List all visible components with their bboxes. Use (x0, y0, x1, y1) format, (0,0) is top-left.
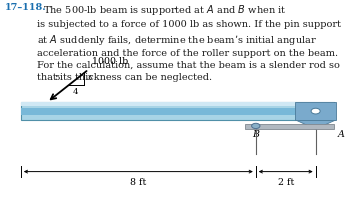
Circle shape (311, 108, 320, 114)
Text: A: A (338, 130, 345, 139)
Bar (295, 102, 336, 120)
Polygon shape (295, 120, 336, 129)
Circle shape (252, 123, 260, 128)
Text: 4: 4 (73, 88, 78, 96)
Text: The 500-lb beam is supported at $A$ and $B$ when it
is subjected to a force of 1: The 500-lb beam is supported at $A$ and … (37, 3, 341, 82)
Bar (245, 124, 334, 129)
Text: 3: 3 (86, 74, 92, 82)
Bar (21, 108, 334, 115)
Text: 1000 lb: 1000 lb (92, 57, 128, 66)
Text: 2 ft: 2 ft (278, 178, 294, 187)
Text: 8 ft: 8 ft (130, 178, 147, 187)
Text: B: B (252, 130, 259, 139)
Bar (21, 102, 334, 120)
Bar (21, 102, 334, 106)
Text: 17–118.: 17–118. (5, 3, 46, 12)
Text: 5: 5 (54, 74, 59, 82)
